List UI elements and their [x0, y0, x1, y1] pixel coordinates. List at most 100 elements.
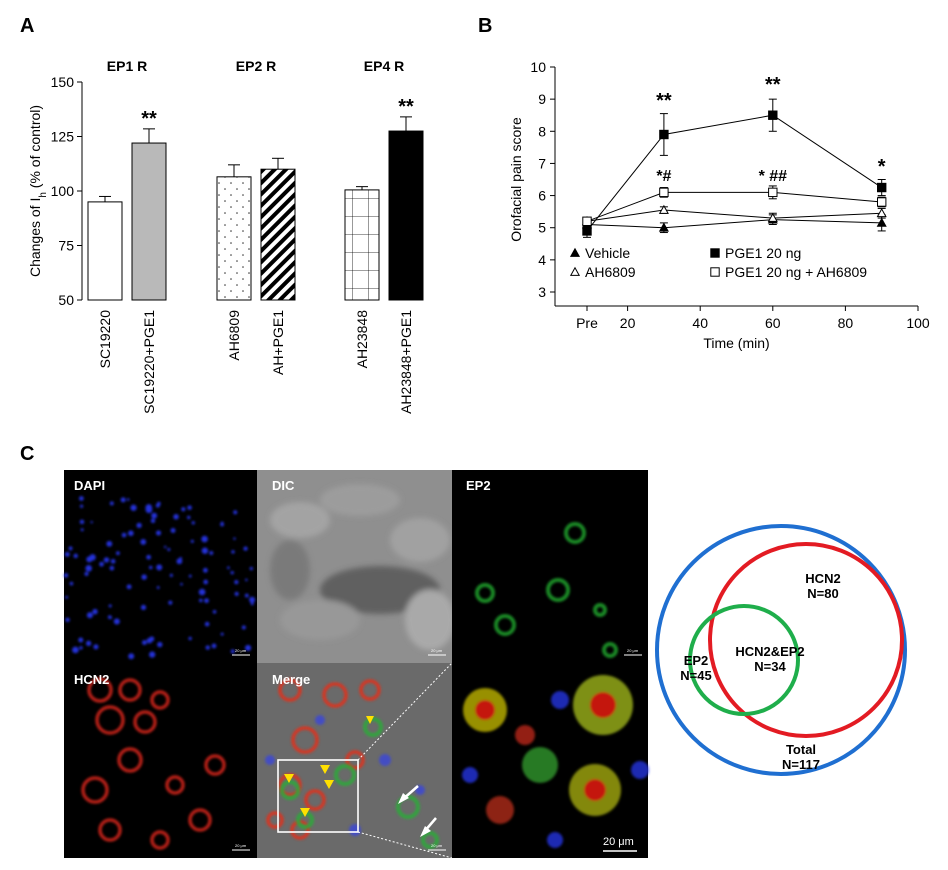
y-tick-label: 4: [538, 252, 546, 268]
venn-total-name: Total: [786, 742, 816, 757]
category-label: SC19220: [97, 310, 113, 369]
category-label: AH23848: [354, 310, 370, 369]
legend-label: Vehicle: [585, 245, 630, 261]
category-label: AH6809: [226, 310, 242, 361]
line-chart-b: 3 4 5 6 7 8 9 10 Pre 20 40 60 80 100 Time (min) Orofaci…: [508, 59, 930, 351]
hcn2-tile: HCN2 20 μm: [64, 663, 257, 858]
y-axis-label-sub: h: [38, 192, 49, 198]
data-point: [659, 187, 669, 198]
group-title: EP2 R: [236, 58, 276, 74]
data-point: [582, 226, 592, 236]
venn-total-count: N=117: [782, 757, 820, 772]
y-tick-label: 5: [538, 220, 546, 236]
legend-marker: [569, 247, 581, 257]
venn-ep2-name: EP2: [684, 653, 709, 668]
legend-marker: [569, 266, 581, 276]
legend-label: PGE1 20 ng: [725, 245, 801, 261]
dic-tile: DIC 20 μm: [257, 470, 455, 663]
series-line: [586, 209, 882, 222]
tile-label-dapi: DAPI: [74, 478, 105, 493]
legend-label: PGE1 20 ng + AH6809: [725, 264, 867, 280]
venn-hcn2-name: HCN2: [805, 571, 840, 586]
tile-scale-zoom: 20 μm: [603, 836, 634, 848]
x-axis-label: Time (min): [703, 335, 769, 351]
dapi-tile: DAPI 20 μm: [63, 470, 257, 663]
group-title: EP1 R: [107, 58, 147, 74]
panel-letter-c: C: [20, 443, 34, 465]
zoom-tile: 20 μm: [452, 663, 649, 858]
x-tick-label: 80: [838, 315, 854, 331]
significance-label: **: [141, 108, 157, 130]
y-tick-label: 8: [538, 123, 546, 139]
y-tick-label: 50: [58, 292, 74, 308]
data-point: [877, 182, 887, 193]
y-axis-label: Changes of Ih (% of control): [27, 105, 49, 277]
significance-label: *: [878, 156, 886, 178]
data-point: [767, 212, 778, 222]
data-point: [658, 204, 669, 214]
x-tick-label: Pre: [576, 315, 598, 331]
venn-overlap-name: HCN2&EP2: [735, 644, 804, 659]
venn-circle-total: [655, 524, 907, 776]
y-tick-label: 10: [530, 59, 546, 75]
legend-marker: [710, 267, 720, 277]
bar: [216, 176, 252, 301]
category-label: SC19220+PGE1: [141, 310, 157, 414]
legend-marker: [710, 248, 720, 258]
tile-scale-merge: 20 μm: [431, 843, 443, 848]
data-point: [659, 129, 669, 140]
panel-letter-a: A: [20, 15, 34, 37]
category-label: AH23848+PGE1: [398, 310, 414, 414]
category-label: AH+PGE1: [270, 310, 286, 375]
tile-label-hcn2: HCN2: [74, 672, 109, 687]
data-point: [768, 187, 778, 198]
group-title: EP4 R: [364, 58, 404, 74]
data-point: [658, 222, 669, 232]
significance-label: **: [398, 96, 414, 118]
tile-scale-ep2: 20 μm: [627, 648, 639, 653]
bar: [87, 201, 123, 301]
bar: [388, 130, 424, 301]
venn-ep2-count: N=45: [680, 668, 711, 683]
y-tick-label: 6: [538, 188, 546, 204]
series-line: [586, 219, 882, 229]
bar: [131, 142, 167, 301]
significance-label: * ##: [759, 168, 788, 185]
series-line: [586, 114, 882, 232]
data-point: [876, 217, 887, 227]
x-tick-label: 20: [620, 315, 636, 331]
venn-diagram: HCN2 N=80 HCN2&EP2 N=34 EP2 N=45 Total N…: [655, 524, 907, 776]
tile-label-ep2: EP2: [466, 478, 491, 493]
significance-label: **: [765, 74, 781, 96]
bar: [344, 189, 380, 301]
bar: [260, 168, 296, 301]
x-tick-label: 60: [765, 315, 781, 331]
x-tick-label: 40: [692, 315, 708, 331]
y-axis-label-main: Changes of I: [27, 198, 43, 277]
venn-circle-ep2: [688, 604, 800, 716]
data-point: [877, 197, 887, 207]
y-tick-label: 9: [538, 91, 546, 107]
tile-scale-dic: 20 μm: [431, 648, 443, 653]
y-tick-label: 100: [51, 183, 75, 199]
merge-tile: Merge 20 μm: [257, 662, 453, 859]
tile-label-dic: DIC: [272, 478, 295, 493]
x-tick-label: 100: [906, 315, 930, 331]
micrograph-grid: DAPI 20 μm DIC 20 μm: [63, 470, 649, 859]
panel-letter-b: B: [478, 15, 492, 37]
venn-circle-hcn2: [708, 542, 904, 738]
ep2-tile: EP2 20 μm: [452, 470, 648, 663]
tile-scale-dapi: 20 μm: [235, 648, 247, 653]
y-tick-label: 75: [58, 238, 74, 254]
y-tick-label: 3: [538, 284, 546, 300]
series-line: [586, 191, 882, 222]
tile-label-merge: Merge: [272, 672, 310, 687]
legend-label: AH6809: [585, 264, 636, 280]
venn-hcn2-count: N=80: [807, 586, 838, 601]
y-tick-label: 125: [51, 129, 75, 145]
tile-scale-hcn2: 20 μm: [235, 843, 247, 848]
significance-label: **: [656, 90, 672, 112]
y-tick-label: 150: [51, 74, 75, 90]
